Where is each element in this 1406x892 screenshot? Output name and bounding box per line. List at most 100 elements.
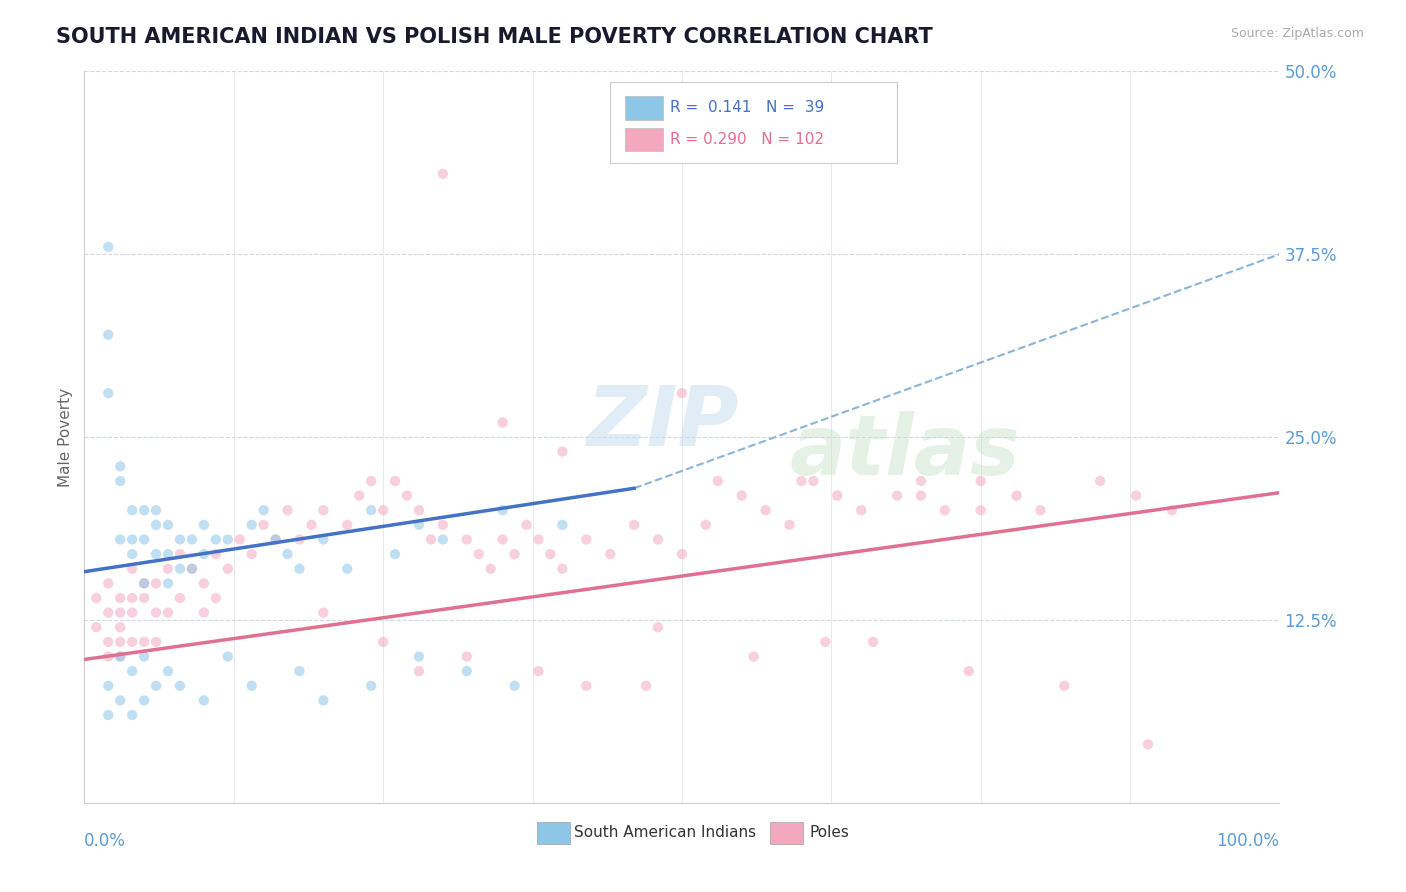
- Text: R = 0.290   N = 102: R = 0.290 N = 102: [671, 132, 824, 147]
- Point: [707, 108, 730, 122]
- Point: [181, 562, 204, 576]
- Point: [779, 517, 801, 532]
- Point: [360, 503, 382, 517]
- Point: [217, 533, 239, 547]
- Point: [468, 547, 491, 561]
- Point: [695, 517, 717, 532]
- Point: [551, 517, 574, 532]
- Point: [121, 533, 143, 547]
- Point: [97, 606, 120, 620]
- Point: [132, 635, 156, 649]
- Point: [408, 649, 430, 664]
- Point: [169, 562, 191, 576]
- Point: [599, 547, 621, 561]
- Point: [1005, 489, 1028, 503]
- Point: [707, 474, 730, 488]
- Point: [373, 503, 395, 517]
- Point: [527, 533, 550, 547]
- Point: [456, 533, 478, 547]
- Point: [121, 591, 143, 605]
- Point: [97, 327, 120, 342]
- Point: [503, 679, 526, 693]
- Point: [97, 679, 120, 693]
- Point: [647, 620, 669, 634]
- Point: [790, 474, 813, 488]
- FancyBboxPatch shape: [770, 822, 803, 844]
- Point: [970, 474, 993, 488]
- Point: [373, 635, 395, 649]
- Point: [432, 533, 454, 547]
- Point: [742, 649, 765, 664]
- Point: [169, 679, 191, 693]
- Point: [803, 474, 825, 488]
- Point: [312, 533, 335, 547]
- Point: [110, 620, 132, 634]
- Point: [145, 679, 167, 693]
- Point: [910, 474, 932, 488]
- Point: [217, 649, 239, 664]
- Point: [288, 533, 311, 547]
- Point: [623, 517, 645, 532]
- Point: [97, 576, 120, 591]
- Point: [193, 576, 215, 591]
- Point: [336, 517, 359, 532]
- Point: [121, 664, 143, 678]
- Point: [851, 503, 873, 517]
- Point: [360, 474, 382, 488]
- Point: [121, 547, 143, 561]
- FancyBboxPatch shape: [610, 82, 897, 163]
- Point: [132, 576, 156, 591]
- Point: [181, 562, 204, 576]
- Text: Source: ZipAtlas.com: Source: ZipAtlas.com: [1230, 27, 1364, 40]
- Point: [229, 533, 252, 547]
- Point: [240, 517, 263, 532]
- Text: SOUTH AMERICAN INDIAN VS POLISH MALE POVERTY CORRELATION CHART: SOUTH AMERICAN INDIAN VS POLISH MALE POV…: [56, 27, 934, 46]
- Point: [1161, 503, 1184, 517]
- FancyBboxPatch shape: [624, 96, 662, 120]
- Point: [886, 489, 908, 503]
- Point: [253, 517, 276, 532]
- Point: [145, 503, 167, 517]
- Point: [110, 459, 132, 474]
- Point: [97, 635, 120, 649]
- Point: [121, 606, 143, 620]
- Point: [145, 517, 167, 532]
- Point: [671, 547, 693, 561]
- Point: [384, 474, 406, 488]
- Point: [132, 533, 156, 547]
- Point: [205, 591, 228, 605]
- Point: [240, 547, 263, 561]
- Point: [456, 664, 478, 678]
- Point: [312, 503, 335, 517]
- Point: [193, 547, 215, 561]
- Point: [169, 591, 191, 605]
- Point: [86, 620, 108, 634]
- Point: [181, 533, 204, 547]
- Point: [408, 517, 430, 532]
- Point: [253, 503, 276, 517]
- Point: [551, 562, 574, 576]
- Text: atlas: atlas: [790, 411, 1021, 492]
- Point: [540, 547, 562, 561]
- Point: [312, 693, 335, 707]
- Point: [193, 606, 215, 620]
- Point: [121, 562, 143, 576]
- Point: [349, 489, 371, 503]
- Point: [527, 664, 550, 678]
- Point: [169, 547, 191, 561]
- Point: [110, 533, 132, 547]
- Text: 0.0%: 0.0%: [84, 832, 127, 850]
- Point: [145, 576, 167, 591]
- Point: [814, 635, 837, 649]
- Point: [970, 503, 993, 517]
- Point: [205, 547, 228, 561]
- Point: [910, 489, 932, 503]
- Point: [432, 517, 454, 532]
- Point: [1029, 503, 1052, 517]
- Point: [121, 635, 143, 649]
- Point: [360, 679, 382, 693]
- Y-axis label: Male Poverty: Male Poverty: [58, 387, 73, 487]
- Point: [432, 167, 454, 181]
- Point: [132, 649, 156, 664]
- Point: [110, 649, 132, 664]
